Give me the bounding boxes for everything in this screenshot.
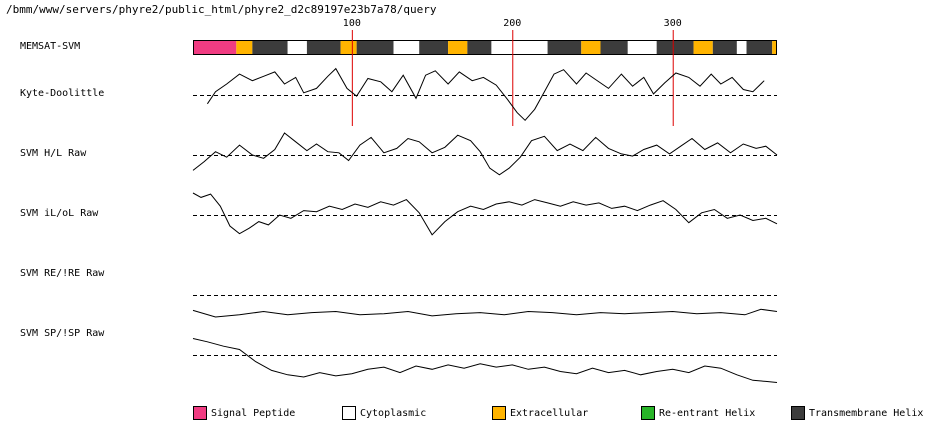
x-tick-label-1: 200 xyxy=(503,18,521,29)
memsat-segment-extracellular-17 xyxy=(693,40,713,55)
memsat-segment-signal-0 xyxy=(193,40,237,55)
memsat-segment-tm-18 xyxy=(712,40,737,55)
memsat-segment-tm-6 xyxy=(356,40,394,55)
memsat-segment-cytoplasmic-3 xyxy=(287,40,307,55)
legend: Signal Peptide Cytoplasmic Extracellular… xyxy=(0,404,950,424)
legend-swatch-reentrant xyxy=(641,406,655,420)
x-tick-label-2: 300 xyxy=(664,18,682,29)
memsat-segment-tm-16 xyxy=(656,40,694,55)
series-line-0 xyxy=(206,67,765,122)
x-tick-label-0: 100 xyxy=(343,18,361,29)
series-line-4 xyxy=(192,338,778,383)
svm-sp-label: SVM SP/!SP Raw xyxy=(20,328,105,339)
memsat-segment-tm-4 xyxy=(306,40,341,55)
legend-swatch-tm xyxy=(791,406,805,420)
legend-label-cytoplasmic: Cytoplasmic xyxy=(360,407,427,419)
query-path-title: /bmm/www/servers/phyre2/public_html/phyr… xyxy=(6,3,437,16)
topology-plot: 100 200 300 xyxy=(192,18,778,383)
legend-label-reentrant: Re-entrant Helix xyxy=(659,407,756,419)
legend-label-signal: Signal Peptide xyxy=(211,407,296,419)
memsat-segment-cytoplasmic-15 xyxy=(627,40,657,55)
memsat-segment-cytoplasmic-19 xyxy=(736,40,747,55)
memsat-segment-extracellular-13 xyxy=(581,40,601,55)
series-line-2 xyxy=(192,192,778,236)
memsat-segment-extracellular-21 xyxy=(772,40,777,55)
memsat-segment-tm-14 xyxy=(600,40,628,55)
svm-ilol-label: SVM iL/oL Raw xyxy=(20,208,99,219)
svm-re-label: SVM RE/!RE Raw xyxy=(20,268,105,279)
svm-hl-label: SVM H/L Raw xyxy=(20,148,87,159)
legend-item-reentrant: Re-entrant Helix xyxy=(641,404,755,422)
memsat-label: MEMSAT-SVM xyxy=(20,41,81,52)
legend-item-tm: Transmembrane Helix xyxy=(791,404,923,422)
memsat-bar-outline xyxy=(193,40,777,55)
memsat-segment-tm-20 xyxy=(746,40,773,55)
legend-swatch-cytoplasmic xyxy=(342,406,356,420)
memsat-segment-cytoplasmic-11 xyxy=(491,40,548,55)
memsat-segment-cytoplasmic-7 xyxy=(393,40,420,55)
legend-swatch-extracellular xyxy=(492,406,506,420)
memsat-segment-tm-8 xyxy=(419,40,449,55)
series-line-3 xyxy=(192,308,778,318)
legend-label-tm: Transmembrane Helix xyxy=(809,407,924,419)
memsat-segment-tm-12 xyxy=(547,40,582,55)
memsat-segment-tm-10 xyxy=(467,40,492,55)
memsat-segment-extracellular-1 xyxy=(236,40,253,55)
legend-item-extracellular: Extracellular xyxy=(492,404,588,422)
memsat-segment-tm-2 xyxy=(252,40,288,55)
legend-label-extracellular: Extracellular xyxy=(510,407,589,419)
series-line-1 xyxy=(192,132,778,176)
memsat-segment-extracellular-9 xyxy=(448,40,468,55)
kyte-doolittle-label: Kyte-Doolittle xyxy=(20,88,105,99)
legend-swatch-signal xyxy=(193,406,207,420)
legend-item-signal: Signal Peptide xyxy=(193,404,295,422)
memsat-segment-extracellular-5 xyxy=(340,40,357,55)
legend-item-cytoplasmic: Cytoplasmic xyxy=(342,404,426,422)
